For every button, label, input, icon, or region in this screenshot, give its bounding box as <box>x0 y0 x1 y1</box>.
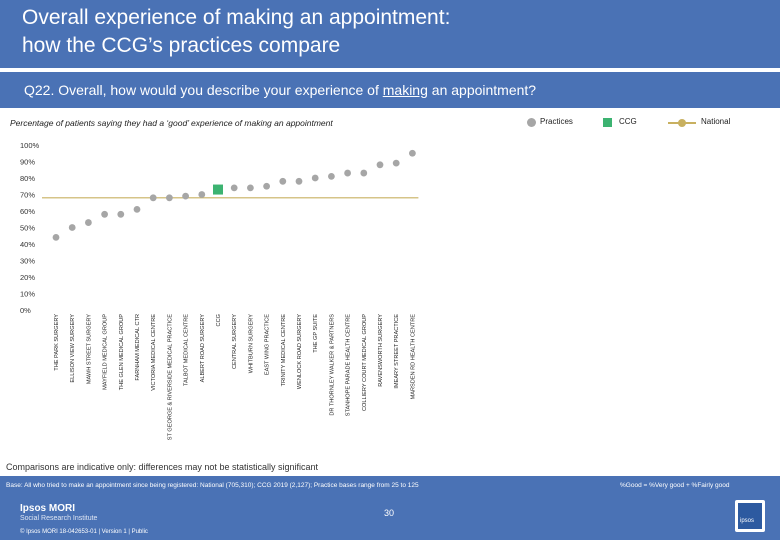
category-label: WENLOCK ROAD SURGERY <box>297 314 303 389</box>
practice-point <box>101 210 108 218</box>
category-label: ST GEORGE & RIVERSIDE MEDICAL PRACTICE <box>167 314 173 440</box>
y-tick-label: 60% <box>20 207 35 216</box>
practice-point <box>328 172 335 180</box>
category-label: CENTRAL SURGERY <box>232 314 238 369</box>
practice-point <box>52 234 60 241</box>
category-label: STANHOPE PARADE HEALTH CENTRE <box>346 314 352 417</box>
practice-point <box>311 174 319 182</box>
page-title-line1: Overall experience of making an appointm… <box>22 6 451 29</box>
category-label: DR THORNLEY WALKER & PARTNERS <box>329 314 335 416</box>
y-tick-label: 100% <box>20 141 40 150</box>
category-label: ELLISON VIEW SURGERY <box>70 314 76 383</box>
y-tick-label: 10% <box>20 290 35 299</box>
legend-ccg-square-icon <box>603 118 612 127</box>
page-number: 30 <box>384 508 395 518</box>
title-band: Overall experience of making an appointm… <box>0 0 780 68</box>
base-note: Base: All who tried to make an appointme… <box>6 482 419 489</box>
practice-point <box>376 161 384 169</box>
practice-point <box>133 205 141 213</box>
y-tick-label: 50% <box>20 224 35 233</box>
practice-point <box>68 224 76 231</box>
practice-point <box>149 194 157 202</box>
legend-national-label: National <box>701 117 731 126</box>
category-label: COLLIERY COURT MEDICAL GROUP <box>362 314 368 411</box>
practice-point <box>279 177 287 185</box>
category-label: TRINITY MEDICAL CENTRE <box>281 314 287 387</box>
y-tick-label: 70% <box>20 191 35 200</box>
legend-national-line-icon <box>668 119 696 127</box>
legend-practices-label: Practices <box>540 117 573 126</box>
page-title-line2: how the CCG’s practices compare <box>22 34 341 57</box>
legend-ccg-label: CCG <box>619 117 637 126</box>
question-post: an appointment? <box>427 82 537 98</box>
category-label: THE GLEN MEDICAL GROUP <box>119 314 125 391</box>
practice-point <box>344 169 351 177</box>
caveat-note: Comparisons are indicative only: differe… <box>6 462 318 472</box>
scatter-chart: 0% 10% 20% 30% 40% 50% 60% 70% 80% 90% 100% THE PAR… <box>20 141 419 440</box>
practice-point <box>230 184 238 192</box>
practice-point <box>409 149 416 157</box>
category-label: ALBERT ROAD SURGERY <box>200 314 206 383</box>
ipsos-corner-logo-icon <box>735 500 765 532</box>
practice-point <box>198 191 206 198</box>
category-label: IMEARY STREET PRACTICE <box>394 314 400 389</box>
practice-point <box>295 177 303 185</box>
practice-point <box>182 192 190 200</box>
practice-point <box>117 210 125 218</box>
y-tick-label: 0% <box>20 306 31 315</box>
practice-point <box>392 159 400 167</box>
y-tick-label: 90% <box>20 158 35 167</box>
practice-point <box>166 194 173 202</box>
category-label: EAST WING PRACTICE <box>265 314 271 375</box>
ccg-point <box>213 184 223 195</box>
copyright-text: © Ipsos MORI 18-042653-01 | Version 1 | … <box>20 529 148 535</box>
y-tick-label: 20% <box>20 273 35 282</box>
category-label: TALBOT MEDICAL CENTRE <box>184 314 190 386</box>
category-label: THE GP SUITE <box>313 314 319 353</box>
practice-point <box>263 182 270 190</box>
question-pre: Q22. Overall, how would you describe you… <box>24 82 383 98</box>
category-label: WHITBURN SURGERY <box>248 314 254 374</box>
category-label: CCG <box>216 314 222 326</box>
footer-band <box>0 476 780 540</box>
category-label: MAYFIELD MEDICAL GROUP <box>103 314 109 390</box>
category-label: THE PARK SURGERY <box>54 314 60 371</box>
practice-point <box>360 169 368 177</box>
legend-practices-dot-icon <box>527 118 536 127</box>
category-label: MARSDEN RD HEALTH CENTRE <box>410 314 416 400</box>
practice-point <box>247 184 254 192</box>
question-emphasis: making <box>382 82 428 98</box>
y-tick-label: 40% <box>20 240 35 249</box>
ipsos-mori-logo: Ipsos MORI <box>20 503 76 514</box>
practice-point <box>85 219 92 226</box>
question-text: Q22. Overall, how would you describe you… <box>24 82 536 98</box>
category-label: FARNHAM MEDICAL CTR <box>135 314 141 381</box>
category-label: RAVENSWORTH SURGERY <box>378 314 384 387</box>
good-definition: %Good = %Very good + %Fairly good <box>620 482 730 489</box>
y-tick-label: 30% <box>20 257 35 266</box>
y-tick-label: 80% <box>20 174 35 183</box>
logo-subtitle: Social Research Institute <box>20 515 98 522</box>
question-band: Q22. Overall, how would you describe you… <box>0 72 780 108</box>
category-label: VICTORIA MEDICAL CENTRE <box>151 314 157 391</box>
chart-subtitle: Percentage of patients saying they had a… <box>10 118 333 128</box>
category-label: MAWH STREET SURGERY <box>86 314 92 384</box>
